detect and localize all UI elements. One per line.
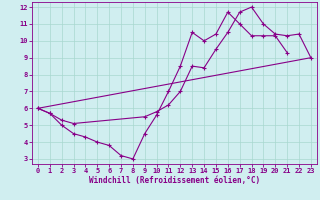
X-axis label: Windchill (Refroidissement éolien,°C): Windchill (Refroidissement éolien,°C) bbox=[89, 176, 260, 185]
